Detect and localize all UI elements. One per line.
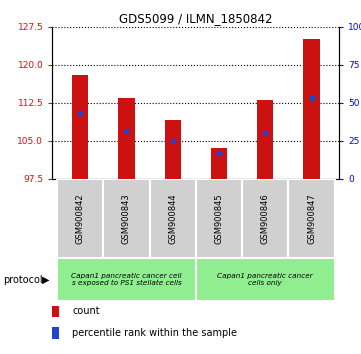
Text: percentile rank within the sample: percentile rank within the sample: [73, 328, 238, 338]
Bar: [149, 179, 196, 258]
Text: GSM900844: GSM900844: [168, 193, 177, 244]
Bar: [103, 179, 149, 258]
Text: protocol: protocol: [4, 275, 43, 285]
Text: Capan1 pancreatic cancer
cells only: Capan1 pancreatic cancer cells only: [217, 273, 313, 286]
Bar: [52, 327, 59, 339]
Bar: [196, 258, 335, 301]
Bar: [118, 98, 135, 179]
Bar: [257, 100, 273, 179]
Bar: [57, 179, 103, 258]
Bar: [304, 39, 320, 179]
Bar: [52, 306, 59, 317]
Title: GDS5099 / ILMN_1850842: GDS5099 / ILMN_1850842: [119, 12, 273, 25]
Bar: [196, 179, 242, 258]
Bar: [57, 258, 196, 301]
Text: count: count: [73, 306, 100, 316]
Bar: [211, 148, 227, 179]
Bar: [72, 75, 88, 179]
Text: Capan1 pancreatic cancer cell
s exposed to PS1 stellate cells: Capan1 pancreatic cancer cell s exposed …: [71, 273, 182, 286]
Bar: [288, 179, 335, 258]
Text: GSM900847: GSM900847: [307, 193, 316, 244]
Text: ▶: ▶: [42, 275, 49, 285]
Bar: [165, 120, 181, 179]
Text: GSM900842: GSM900842: [75, 193, 84, 244]
Text: GSM900843: GSM900843: [122, 193, 131, 244]
Text: GSM900845: GSM900845: [214, 193, 223, 244]
Text: GSM900846: GSM900846: [261, 193, 270, 244]
Bar: [242, 179, 288, 258]
